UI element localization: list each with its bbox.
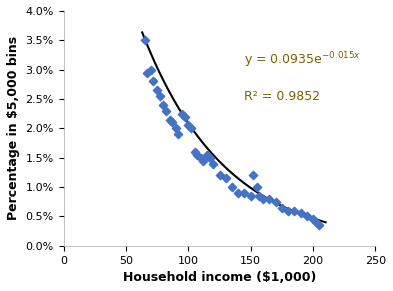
Point xyxy=(254,185,260,189)
Point xyxy=(148,67,154,72)
Point xyxy=(167,117,173,122)
Point xyxy=(266,196,273,201)
Point xyxy=(285,208,291,213)
Point xyxy=(154,88,160,93)
Point xyxy=(316,223,323,228)
Y-axis label: Percentage in $5,000 bins: Percentage in $5,000 bins xyxy=(7,36,20,220)
Point xyxy=(169,120,175,125)
Point xyxy=(175,132,182,136)
Point xyxy=(229,185,235,189)
Point xyxy=(141,38,148,42)
Point xyxy=(204,152,210,157)
Point xyxy=(217,173,223,178)
Point xyxy=(156,94,163,98)
Point xyxy=(194,152,200,157)
Point xyxy=(179,111,185,116)
Point xyxy=(235,191,241,195)
Point xyxy=(206,155,213,160)
Point xyxy=(182,114,188,119)
X-axis label: Household income ($1,000): Household income ($1,000) xyxy=(123,271,316,284)
Text: R² = 0.9852: R² = 0.9852 xyxy=(244,90,321,103)
Point xyxy=(185,123,191,128)
Point xyxy=(188,126,194,131)
Point xyxy=(256,194,263,198)
Point xyxy=(200,158,206,163)
Point xyxy=(223,176,229,181)
Text: y = 0.0935e$^{-0.015x}$: y = 0.0935e$^{-0.015x}$ xyxy=(244,50,362,70)
Point xyxy=(163,109,169,113)
Point xyxy=(272,199,279,204)
Point xyxy=(241,191,248,195)
Point xyxy=(310,217,316,222)
Point xyxy=(250,173,256,178)
Point xyxy=(191,150,198,154)
Point xyxy=(279,205,285,210)
Point xyxy=(210,161,217,166)
Point xyxy=(312,220,319,225)
Point xyxy=(173,126,179,131)
Point xyxy=(248,194,254,198)
Point xyxy=(304,214,310,219)
Point xyxy=(198,155,204,160)
Point xyxy=(144,70,151,75)
Point xyxy=(150,79,156,84)
Point xyxy=(291,208,298,213)
Point xyxy=(160,102,167,107)
Point xyxy=(260,196,266,201)
Point xyxy=(298,211,304,216)
